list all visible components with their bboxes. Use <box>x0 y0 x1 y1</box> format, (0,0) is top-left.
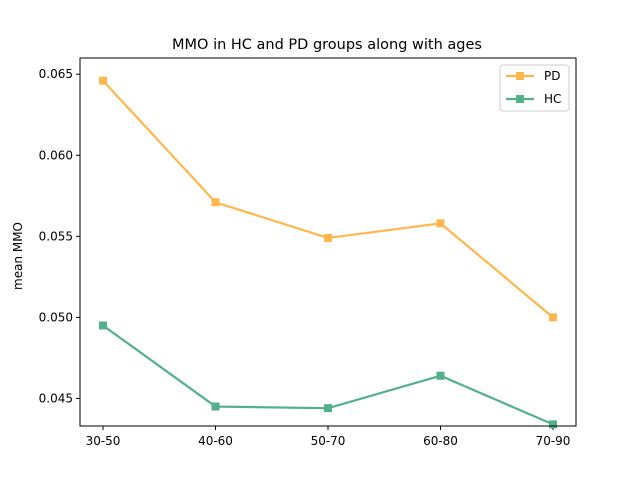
legend-marker-pd <box>516 72 524 80</box>
legend-label-hc: HC <box>544 92 561 106</box>
x-tick-label: 70-90 <box>536 434 571 448</box>
data-point-hc <box>99 321 107 330</box>
y-tick-label: 0.045 <box>39 391 73 405</box>
y-tick-label: 0.060 <box>39 148 73 162</box>
data-point-pd <box>549 313 557 322</box>
data-point-pd <box>211 198 220 207</box>
data-point-pd <box>436 219 445 228</box>
y-axis-label: mean MMO <box>11 222 25 290</box>
data-point-hc <box>324 404 332 413</box>
x-tick-label: 30-50 <box>86 434 121 448</box>
data-point-pd <box>99 76 107 85</box>
axes-frame <box>79 57 577 427</box>
legend-marker-hc <box>516 95 524 103</box>
x-tick-label: 50-70 <box>311 434 346 448</box>
legend: PD HC <box>499 64 570 112</box>
series-line-pd <box>102 79 554 319</box>
x-tick-label: 60-80 <box>423 434 458 448</box>
x-tick-label: 40-60 <box>198 434 233 448</box>
y-tick-label: 0.055 <box>39 229 73 243</box>
data-point-hc <box>436 371 445 380</box>
legend-label-pd: PD <box>544 69 560 83</box>
data-point-hc <box>549 420 557 429</box>
data-point-hc <box>211 402 220 411</box>
y-tick-label: 0.065 <box>39 67 73 81</box>
y-tick-label: 0.050 <box>39 310 73 324</box>
plot-area: 30-50 40-60 50-70 60-80 70-90 0.045 0.050 0.055… <box>39 67 571 448</box>
data-point-pd <box>324 233 332 242</box>
chart-title: MMO in HC and PD groups along with ages <box>172 37 482 53</box>
